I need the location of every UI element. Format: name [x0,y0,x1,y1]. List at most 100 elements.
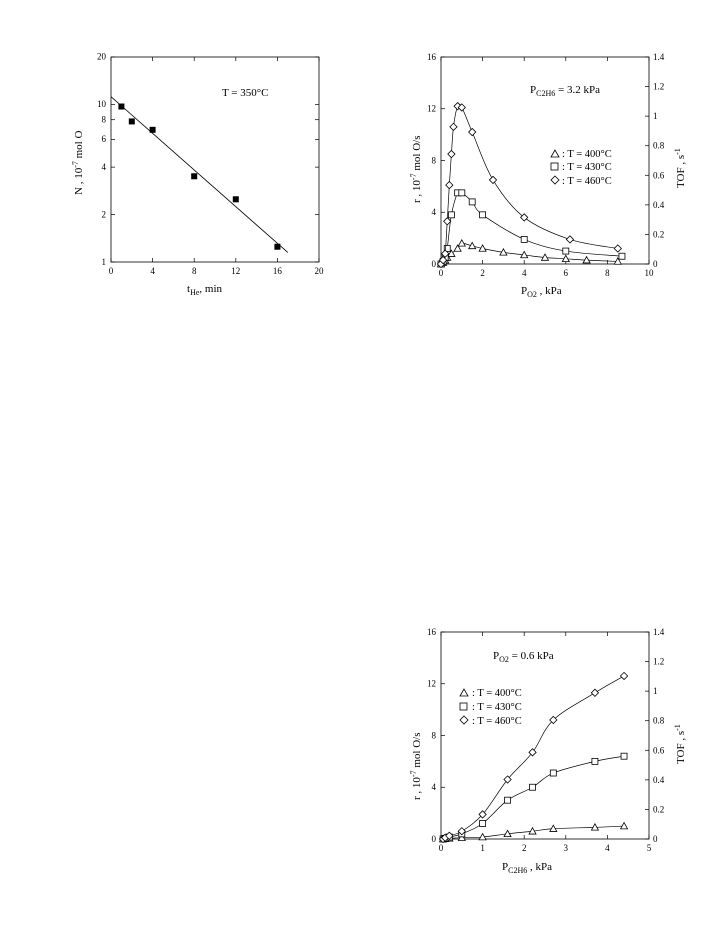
data-point [613,257,622,265]
data-point [488,175,498,185]
data-point [504,796,511,804]
data-point [618,252,626,260]
chart-2-y2-tick-labels: 0 0.2 0.4 0.6 0.8 1 1.2 1.4 [653,52,665,269]
chart3-series-2 [438,671,629,844]
x-tick-label: 0 [439,268,444,278]
data-point [528,748,537,757]
y2-tick-label: 0.6 [653,745,665,755]
data-point [149,126,156,133]
chart-2-x-axis-label: PO2 , kPa [521,285,562,299]
chart3-ticks [440,631,650,840]
x-tick-label: 4 [150,266,155,276]
y2-tick-label: 0.2 [653,229,664,239]
data-point [582,255,591,264]
data-point [549,824,558,832]
chart-3-x-axis-label: PC2H6 , kPa [502,861,552,875]
x-tick-label: 0 [109,266,114,276]
square-marker-icon [459,702,468,711]
data-point [591,757,599,765]
data-point [619,821,629,830]
legend-entry-400: : T = 400°C [459,688,522,699]
data-point [520,236,528,243]
series-line [440,190,622,265]
x-tick-label: 6 [564,268,569,278]
chart3-series-1 [439,752,628,843]
y2-tick-label: 1.4 [653,52,665,62]
chart-1-y-tick-labels: 1 2 4 6 8 10 20 [97,52,107,267]
annotation-sub: O2 [499,655,509,664]
y-tick-label: 4 [102,162,107,172]
legend-label: : T = 400°C [562,149,612,160]
data-point [445,180,454,190]
y-label-text: r , 10 [411,180,423,203]
data-point [191,173,198,180]
data-point [561,254,570,263]
chart-2-y2-axis-label: TOF , s-1 [673,148,687,188]
y2-tick-label: 1.2 [653,82,664,92]
y2-tick-label: 0.6 [653,170,665,180]
chart-3-y-axis-label: r , 10-7 mol O/s [409,733,423,801]
x-tick-label: 1 [480,843,485,853]
y-tick-label: 10 [97,99,107,109]
data-point [447,211,455,219]
chart-3-frame [440,631,650,840]
y-tick-label: 4 [432,207,437,217]
chart-1-annotation: T = 350°C [222,87,268,99]
y2-label-exponent: -1 [673,148,682,155]
data-point [438,255,448,265]
y-label-unit: mol O/s [411,136,423,174]
x-tick-label: 3 [564,843,569,853]
chart-2-y-tick-labels: 0 4 8 12 16 [427,52,437,269]
chart1-series-0 [118,103,281,250]
chart2-series-0 [436,238,622,268]
chart-1-x-axis-label: tHe, min [187,283,223,297]
y-tick-label: 0 [432,259,437,269]
y-label-exponent: -7 [409,173,418,180]
y-tick-label: 1 [102,257,107,267]
data-point [453,244,462,252]
chart2-series-1 [437,189,626,268]
y2-tick-label: 0 [653,834,658,844]
data-point [440,249,450,258]
y-tick-label: 16 [427,52,437,62]
x-tick-label: 0 [439,843,444,853]
legend-entry-430: : T = 430°C [459,702,522,713]
y-tick-label: 8 [432,731,437,741]
chart-3-annotation: PO2 = 0.6 kPa [493,650,554,664]
chart-3: PO2 = 0.6 kPa : T = 400°C : T = 430°C : … [409,627,687,875]
y2-tick-label: 1.4 [653,627,665,637]
data-point [478,244,487,252]
x-label-unit: , min [199,283,222,295]
data-point [562,247,570,255]
legend-label: : T = 460°C [472,716,522,727]
chart-3-legend: : T = 400°C : T = 430°C : T = 460°C [459,688,522,727]
y-label-exponent: -7 [409,770,418,777]
data-point [447,249,456,257]
x-tick-label: 20 [315,266,325,276]
data-point [457,238,466,247]
chart-1-y-axis-label: N , 10-7 mol O [71,131,85,195]
y-tick-label: 20 [97,52,107,62]
y-label-text: N , 10 [73,167,85,195]
y2-tick-label: 0.2 [653,804,664,814]
data-point [590,823,600,831]
data-point [449,122,458,132]
x-label-sub: O2 [527,290,537,299]
annotation-sub: C2H6 [536,89,555,98]
y-label-unit: mol O [73,131,85,162]
y2-tick-label: 0.8 [653,716,665,726]
legend-entry-400: : T = 400°C [550,149,612,160]
chart-2-y-axis-label: r , 10-7 mol O/s [409,136,423,204]
chart-2-legend: : T = 400°C : T = 430°C : T = 460°C [550,149,612,187]
y2-tick-label: 0.4 [653,775,665,785]
y2-label-exponent: -1 [673,724,682,731]
x-label-main: P [521,285,527,297]
x-tick-label: 10 [645,268,655,278]
fit-line [110,96,289,253]
chart-3-y2-tick-labels: 0 0.2 0.4 0.6 0.8 1 1.2 1.4 [653,627,665,844]
y-tick-label: 8 [102,114,107,124]
y-tick-label: 16 [427,627,437,637]
data-point [274,243,281,250]
data-point [478,810,487,819]
data-point [479,211,487,219]
